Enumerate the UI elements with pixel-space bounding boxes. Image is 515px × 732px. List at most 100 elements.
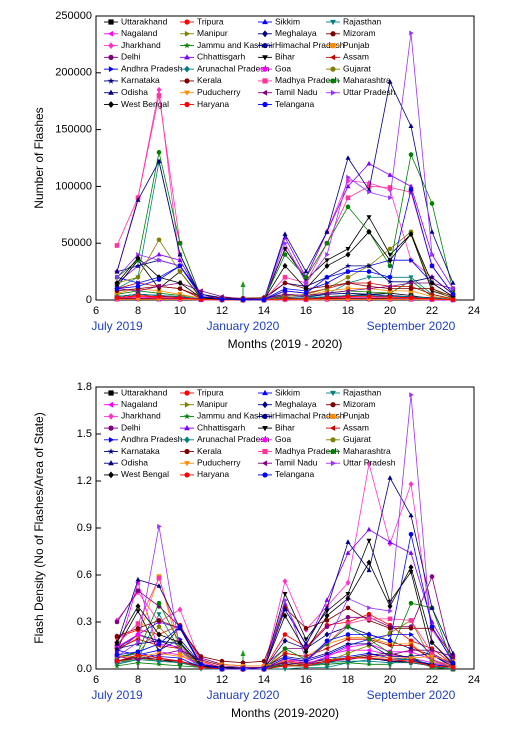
legend-marker (184, 390, 190, 396)
data-point (114, 280, 120, 286)
data-point (366, 647, 371, 653)
y-tick-label: 1.5 (77, 428, 92, 440)
legend-marker (330, 89, 337, 96)
y-tick-label: 1.8 (77, 381, 92, 393)
legend-label: Haryana (197, 469, 229, 479)
data-point (387, 641, 393, 647)
data-point (198, 294, 204, 299)
data-point (366, 640, 372, 647)
legend-marker (330, 19, 336, 26)
data-point (282, 667, 288, 672)
legend-marker (262, 42, 268, 49)
legend-label: Rajasthan (343, 16, 382, 26)
y-tick-label: 250000 (55, 10, 92, 22)
data-point (282, 646, 288, 651)
legend-marker (108, 437, 115, 443)
data-point (177, 606, 183, 613)
data-point (387, 278, 393, 285)
legend-label: Goa (275, 434, 291, 444)
data-point (282, 637, 288, 644)
data-point (135, 649, 141, 655)
data-point (408, 531, 414, 537)
legend-marker (108, 42, 114, 49)
legend-marker (184, 65, 190, 73)
data-point (282, 578, 288, 585)
legend-label: Maharashtra (343, 446, 391, 456)
x-tick-label: 12 (216, 674, 228, 686)
data-point (345, 592, 351, 597)
data-point (324, 624, 330, 629)
data-point (282, 252, 288, 257)
legend-marker (330, 66, 336, 72)
legend-label: Gujarat (343, 434, 372, 444)
legend-marker (184, 401, 191, 408)
chart-panel: 0.0 0.3 0.6 0.9 1.2 1.5 1.8 6 8 10 12 14 16 18 20 22 24 M… (32, 381, 480, 720)
data-point (219, 666, 225, 672)
data-point (198, 662, 204, 667)
legend-label: Madhya Pradesh (275, 446, 340, 456)
legend-marker (184, 436, 190, 444)
data-point (135, 297, 141, 303)
x-tick-label: 18 (342, 674, 354, 686)
data-point (409, 257, 414, 263)
data-point (366, 650, 372, 656)
data-point (387, 616, 393, 622)
data-point (387, 185, 393, 190)
legend-marker (108, 471, 114, 479)
legend-label: Telangana (275, 469, 315, 479)
data-point (303, 641, 309, 646)
data-point (304, 280, 309, 286)
y-tick-label: 50000 (61, 237, 92, 249)
data-point (387, 257, 393, 264)
legend-marker (107, 448, 115, 455)
legend-marker (184, 30, 191, 37)
data-point (408, 187, 414, 193)
data-point (219, 297, 225, 302)
data-point (177, 651, 183, 656)
legend-label: Bihar (275, 422, 295, 432)
data-point (282, 650, 287, 656)
data-point (282, 663, 288, 669)
x-tick-label: 14 (258, 305, 270, 317)
data-point (345, 288, 350, 294)
legend-label: Arunachal Pradesh (197, 63, 270, 73)
legend-marker (330, 448, 336, 455)
data-point (177, 654, 183, 660)
data-point (324, 262, 330, 269)
data-point (450, 292, 456, 297)
data-point (408, 231, 414, 238)
chart-panel: 0 50000 100000 150000 200000 250000 6 8 10 12 14 16… (32, 10, 480, 351)
data-point (324, 631, 330, 638)
data-point (429, 663, 435, 669)
legend-label: Chhattisgarh (197, 422, 245, 432)
data-point (156, 624, 162, 629)
legend-label: Tripura (197, 16, 224, 26)
data-point (429, 639, 435, 646)
data-point (429, 574, 435, 579)
legend-label: Nagaland (121, 399, 158, 409)
data-point (156, 575, 162, 581)
y-tick-label: 0.9 (77, 522, 92, 534)
data-point (366, 294, 372, 299)
data-point (282, 296, 288, 302)
data-point (177, 263, 183, 269)
data-point (114, 658, 120, 664)
data-point (261, 666, 267, 672)
data-point (387, 79, 393, 84)
data-point (135, 262, 141, 269)
legend-marker (184, 472, 190, 478)
data-point (366, 616, 372, 622)
legend-marker (330, 437, 336, 443)
legend-label: Bihar (275, 52, 295, 62)
data-point (135, 288, 140, 294)
data-point (135, 255, 141, 261)
data-point (303, 268, 309, 274)
legend-label: Chhattisgarh (197, 52, 245, 62)
legend-marker (261, 460, 268, 467)
legend-label: Goa (275, 63, 291, 73)
data-point (387, 475, 393, 480)
data-point (135, 603, 141, 610)
data-point (366, 160, 372, 166)
data-point (156, 297, 162, 303)
data-point (282, 655, 288, 661)
